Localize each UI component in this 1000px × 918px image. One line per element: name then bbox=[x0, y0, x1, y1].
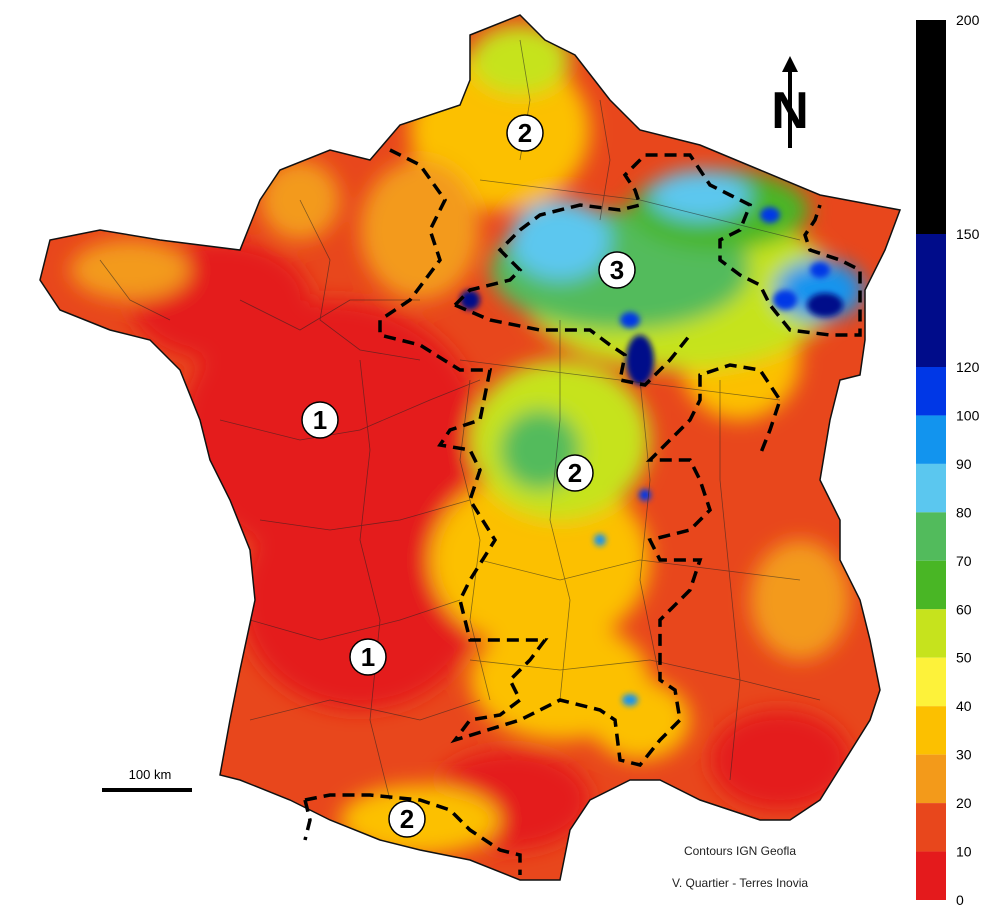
scale-bar-label: 100 km bbox=[129, 767, 172, 782]
credit-contours: Contours IGN Geofla bbox=[684, 844, 796, 858]
france-outline bbox=[39, 14, 902, 881]
legend-band bbox=[916, 609, 946, 658]
legend-band bbox=[916, 463, 946, 513]
zone-label: 3 bbox=[610, 255, 624, 285]
legend-band bbox=[916, 754, 946, 804]
zone-label: 2 bbox=[400, 804, 414, 834]
legend-band bbox=[916, 851, 946, 900]
legend-tick-label: 40 bbox=[956, 698, 972, 714]
legend-band bbox=[916, 512, 946, 561]
zone-boundaries bbox=[303, 148, 862, 875]
legend-tick-label: 10 bbox=[956, 844, 972, 860]
legend-band bbox=[916, 657, 946, 707]
department-boundaries bbox=[99, 39, 821, 801]
north-letter: N bbox=[771, 82, 809, 140]
legend-tick-label: 60 bbox=[956, 601, 972, 617]
zone-label: 2 bbox=[518, 118, 532, 148]
north-arrow-icon: N bbox=[771, 56, 809, 148]
legend-tick-label: 150 bbox=[956, 226, 980, 242]
legend-band bbox=[916, 234, 946, 367]
zone-label: 1 bbox=[313, 405, 327, 435]
zone-marker-1-north: 1 bbox=[301, 401, 339, 439]
legend-band bbox=[916, 560, 946, 610]
legend-tick-label: 200 bbox=[956, 12, 980, 28]
legend-band bbox=[916, 367, 946, 416]
zone-boundary-south-west bbox=[303, 799, 312, 841]
legend-tick-label: 120 bbox=[956, 359, 980, 375]
credit-author: V. Quartier - Terres Inovia bbox=[672, 876, 808, 890]
legend-band bbox=[916, 20, 946, 234]
legend-tick-label: 100 bbox=[956, 407, 980, 423]
legend-tick-label: 90 bbox=[956, 456, 972, 472]
legend-tick-label: 70 bbox=[956, 553, 972, 569]
legend-tick-label: 80 bbox=[956, 504, 972, 520]
legend-band bbox=[916, 415, 946, 464]
zone-marker-2-north: 2 bbox=[506, 114, 544, 152]
zone-label: 2 bbox=[568, 458, 582, 488]
zone-marker-3: 3 bbox=[598, 251, 636, 289]
zone-marker-1-south: 1 bbox=[349, 638, 387, 676]
legend-band bbox=[916, 706, 946, 755]
zone-boundary-south bbox=[304, 793, 522, 875]
legend-tick-label: 20 bbox=[956, 795, 972, 811]
zone-label: 1 bbox=[361, 642, 375, 672]
legend-tick-label: 30 bbox=[956, 747, 972, 763]
zone-boundary-north bbox=[378, 148, 782, 767]
zone-boundary-center bbox=[454, 303, 692, 387]
zone-marker-2-south: 2 bbox=[388, 800, 426, 838]
legend-tick-label: 50 bbox=[956, 650, 972, 666]
zone-boundary-north-east bbox=[453, 153, 862, 337]
zone-markers: 1 1 2 2 2 3 bbox=[301, 114, 636, 838]
zone-marker-2-center: 2 bbox=[556, 454, 594, 492]
legend-band bbox=[916, 803, 946, 852]
scale-bar: 100 km bbox=[102, 767, 192, 792]
legend-tick-label: 0 bbox=[956, 892, 964, 908]
